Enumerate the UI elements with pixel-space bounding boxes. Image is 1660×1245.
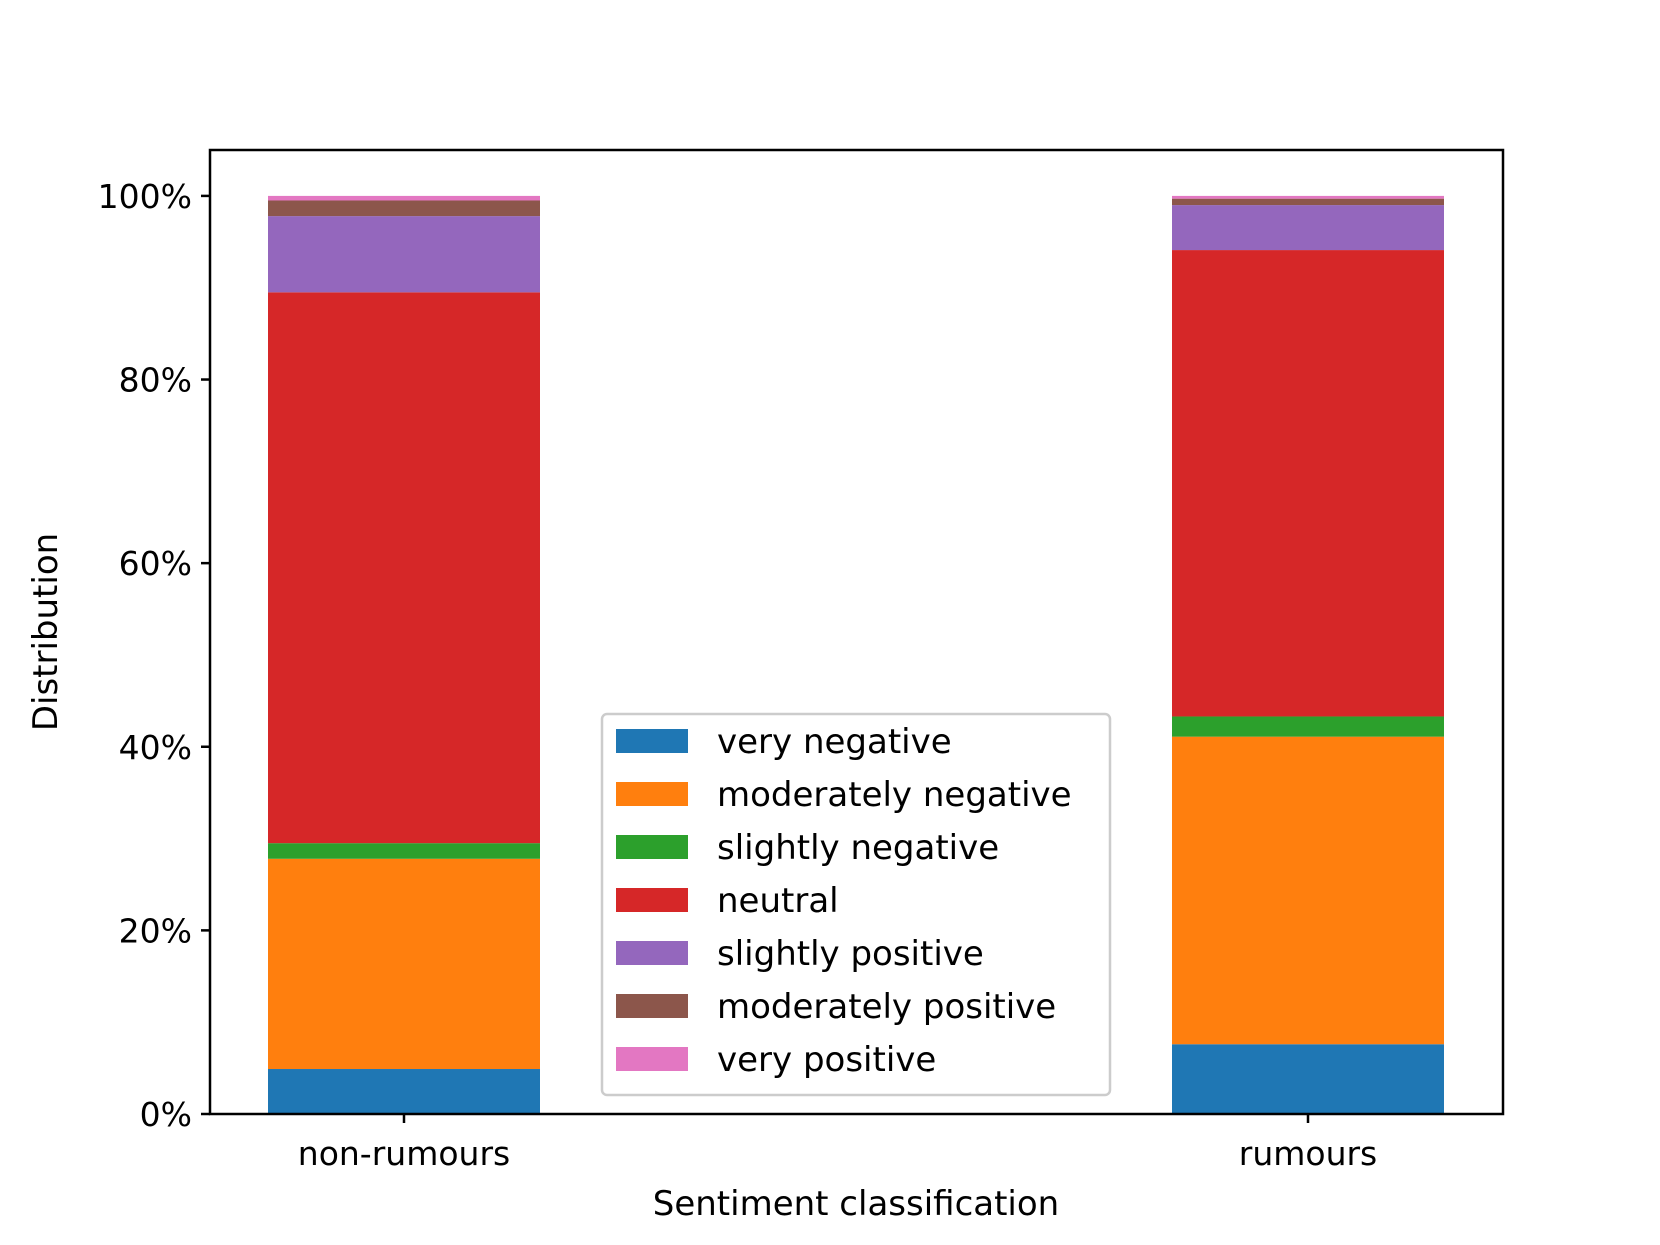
bar-rumours-moderately-positive	[1172, 198, 1444, 206]
legend-swatch	[616, 835, 688, 859]
bar-rumours-slightly-positive	[1172, 205, 1444, 251]
bars-group	[268, 195, 1444, 1114]
bar-non-rumours-neutral	[268, 292, 540, 844]
legend-label: very negative	[717, 722, 952, 762]
bar-non-rumours-slightly-negative	[268, 843, 540, 859]
x-tick-label-rumours: rumours	[1239, 1134, 1378, 1173]
legend-box	[600, 712, 1112, 1097]
legend-label: slightly positive	[717, 934, 984, 974]
x-tick-label-non-rumours: non-rumours	[298, 1134, 510, 1173]
legend-label: slightly negative	[717, 828, 999, 868]
y-tick-label: 20%	[119, 911, 192, 950]
bar-rumours-slightly-negative	[1172, 716, 1444, 737]
legend-swatch	[616, 1047, 688, 1071]
bar-rumours-very-positive	[1172, 195, 1444, 199]
plot-frame	[208, 148, 1505, 1116]
legend-swatch	[616, 888, 688, 912]
legend-label: very positive	[717, 1040, 936, 1080]
legend-swatch	[616, 994, 688, 1018]
bar-non-rumours-very-negative	[268, 1069, 540, 1114]
y-tick-label: 80%	[119, 361, 192, 400]
y-tick-label: 0%	[140, 1095, 192, 1134]
legend-label: neutral	[717, 881, 839, 921]
legend: very negative moderately negative slightly…	[600, 712, 1112, 1097]
legend-swatch	[616, 941, 688, 965]
y-axis-title: Distribution	[26, 533, 66, 731]
legend-swatch	[616, 729, 688, 753]
bar-rumours-neutral	[1172, 250, 1444, 717]
bar-rumours-moderately-negative	[1172, 736, 1444, 1045]
legend-label: moderately negative	[717, 775, 1072, 815]
bar-non-rumours-very-positive	[268, 195, 540, 201]
legend-swatch	[616, 782, 688, 806]
y-axis: 0% 20% 40% 60% 80% 100%	[98, 177, 210, 1134]
x-axis-title: Sentiment classification	[653, 1184, 1059, 1224]
x-axis: non-rumours rumours	[298, 1114, 1377, 1173]
bar-rumours-very-negative	[1172, 1044, 1444, 1114]
legend-label: moderately positive	[717, 987, 1056, 1027]
y-tick-label: 100%	[98, 177, 192, 216]
bar-non-rumours-moderately-negative	[268, 858, 540, 1070]
y-tick-label: 60%	[119, 544, 192, 583]
bar-non-rumours-slightly-positive	[268, 216, 540, 293]
bar-non-rumours-moderately-positive	[268, 200, 540, 217]
y-tick-label: 40%	[119, 728, 192, 767]
